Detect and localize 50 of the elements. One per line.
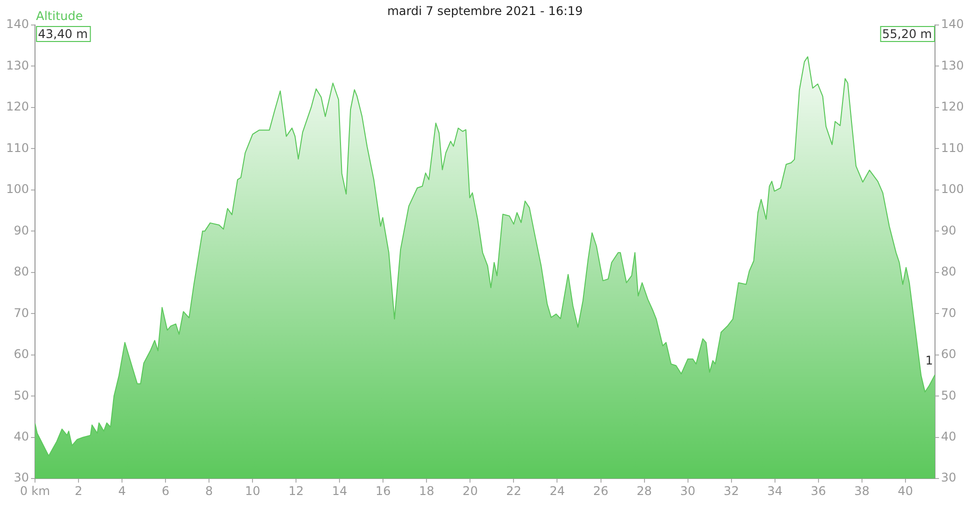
y-tick-label: 130 <box>6 58 29 72</box>
y2-tick-label: 60 <box>941 347 956 362</box>
y2-tick-label: 50 <box>941 388 956 402</box>
x-tick-label: 34 <box>767 484 782 498</box>
x-tick-label: 18 <box>419 484 434 498</box>
y2-tick-label: 130 <box>941 58 964 72</box>
y2-tick-label: 140 <box>941 17 964 32</box>
y2-tick-label: 40 <box>941 429 956 444</box>
x-tick-label: 20 <box>462 484 478 498</box>
x-tick-label: 38 <box>854 484 870 498</box>
y2-tick-label: 70 <box>941 306 956 320</box>
chart-title: mardi 7 septembre 2021 - 16:19 <box>387 4 583 18</box>
x-tick-label: 36 <box>810 484 826 498</box>
y2-tick-label: 110 <box>941 140 964 155</box>
y-tick-label: 120 <box>6 100 29 114</box>
annotation: 43,40 m <box>38 27 88 41</box>
y-tick-label: 50 <box>14 388 29 402</box>
x-tick-label: 6 <box>162 484 170 498</box>
x-tick-label: 12 <box>288 484 304 498</box>
x-tick-label: 14 <box>332 484 348 498</box>
x-tick-label: 0 km <box>20 484 50 498</box>
y2-tick-label: 80 <box>941 264 956 279</box>
x-tick-label: 2 <box>74 484 82 498</box>
y-tick-label: 70 <box>14 306 29 320</box>
y2-tick-label: 120 <box>941 100 964 114</box>
y-axis-title: Altitude <box>36 9 83 23</box>
y-tick-label: 100 <box>6 182 29 196</box>
x-tick-label: 4 <box>118 484 126 498</box>
y-tick-label: 40 <box>14 429 29 444</box>
y-tick-label: 90 <box>14 223 29 238</box>
x-tick-label: 10 <box>244 484 260 498</box>
x-tick-label: 40 <box>898 484 914 498</box>
annotation: 55,20 m <box>882 27 932 41</box>
y2-tick-label: 90 <box>941 223 956 238</box>
y-tick-label: 80 <box>14 264 29 279</box>
y2-tick-label: 30 <box>941 470 956 485</box>
x-tick-label: 26 <box>593 484 608 498</box>
x-tick-label: 30 <box>680 484 696 498</box>
y2-tick-label: 100 <box>941 182 964 196</box>
y-tick-label: 140 <box>6 17 29 32</box>
x-tick-label: 32 <box>724 484 739 498</box>
x-tick-label: 22 <box>506 484 522 498</box>
y-tick-label: 110 <box>6 140 29 155</box>
x-tick-label: 24 <box>550 484 565 498</box>
x-tick-label: 8 <box>205 484 213 498</box>
annotation: 1 <box>925 354 933 368</box>
y-tick-label: 60 <box>14 347 29 362</box>
x-tick-label: 28 <box>636 484 652 498</box>
y-tick-label: 30 <box>14 470 29 485</box>
x-tick-label: 16 <box>376 484 391 498</box>
